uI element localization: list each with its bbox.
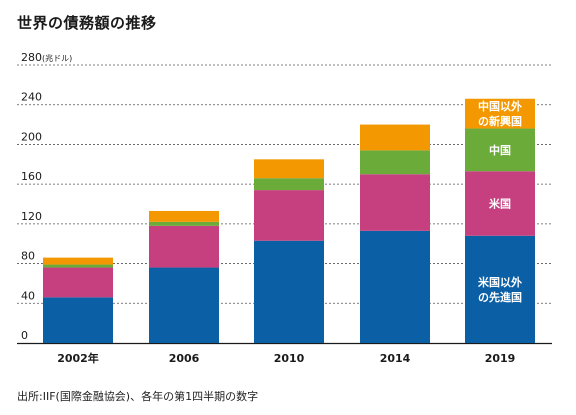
bar-segment-other_developed: [465, 235, 535, 343]
segment-label-other_developed: 米国以外: [477, 275, 522, 289]
gridlines: [17, 64, 552, 345]
bar-segment-other_developed: [43, 297, 113, 343]
bar-segment-other_emerging: [465, 98, 535, 129]
x-axis-labels: 2002年 2006 2010 2014 2019: [57, 351, 515, 365]
bar-segment-china: [254, 178, 324, 191]
segment-label-other_emerging: 中国以外: [478, 99, 522, 113]
y-unit-label: (兆ドル): [42, 53, 72, 63]
chart-title: 世界の債務額の推移: [17, 14, 157, 32]
y-tick-label: 200: [21, 130, 42, 143]
y-tick-label: 80: [21, 250, 35, 263]
x-tick-label: 2010: [274, 352, 305, 365]
bar-segment-other_developed: [360, 230, 430, 343]
segment-label-other_developed: の先進国: [478, 290, 522, 304]
bar-segment-us: [149, 225, 219, 268]
bar-segment-china: [149, 221, 219, 226]
bar-segment-other_developed: [149, 267, 219, 343]
source-note: 出所:IIF(国際金融協会)、各年の第1四半期の数字: [17, 390, 259, 403]
bar-segment-other_developed: [254, 240, 324, 343]
segment-label-other_emerging: の新興国: [478, 114, 522, 128]
y-tick-label: 0: [21, 329, 28, 342]
y-tick-label: 280(兆ドル): [21, 51, 72, 64]
bar-segment-other_emerging: [43, 257, 113, 265]
y-tick-label: 120: [21, 210, 42, 223]
y-tick-label: 40: [21, 289, 35, 302]
bar-segment-china: [360, 150, 430, 175]
bar-segment-other_emerging: [254, 159, 324, 179]
bar-segment-us: [465, 171, 535, 236]
x-tick-label: 2002年: [57, 351, 99, 365]
bar-segment-china: [43, 264, 113, 268]
segment-label-us: 米国: [488, 197, 511, 211]
x-tick-label: 2006: [169, 352, 200, 365]
bar-segment-us: [254, 190, 324, 241]
y-tick-label: 240: [21, 91, 42, 104]
x-tick-label: 2014: [380, 352, 411, 365]
bar-segment-other_emerging: [149, 210, 219, 222]
bar-segment-us: [43, 267, 113, 298]
x-tick-label: 2019: [485, 352, 516, 365]
segment-label-china: 中国: [489, 143, 511, 157]
bar-segment-other_emerging: [360, 124, 430, 151]
bar-segment-china: [465, 128, 535, 172]
y-axis-ticks: 0 40 80 120 160 200 240 280(兆ドル): [21, 51, 72, 342]
bar-segment-us: [360, 174, 430, 231]
bars: [43, 98, 535, 343]
y-tick-label: 160: [21, 170, 42, 183]
